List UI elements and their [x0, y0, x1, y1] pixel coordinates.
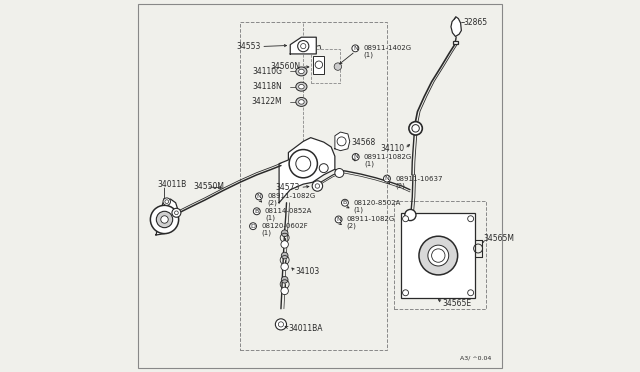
Circle shape [282, 230, 288, 237]
Polygon shape [451, 17, 461, 36]
Circle shape [468, 216, 474, 222]
Circle shape [275, 319, 287, 330]
Bar [453, 41, 458, 44]
Circle shape [428, 245, 449, 266]
Ellipse shape [296, 82, 307, 91]
Text: (1): (1) [364, 52, 374, 58]
Ellipse shape [296, 67, 307, 76]
Text: 34110G: 34110G [252, 67, 282, 76]
Text: 08911-1082G: 08911-1082G [267, 193, 316, 199]
Circle shape [282, 252, 288, 259]
Text: N: N [385, 176, 389, 181]
Text: (2): (2) [395, 182, 405, 189]
Text: (1): (1) [364, 160, 374, 167]
Text: 34565M: 34565M [484, 234, 515, 243]
Circle shape [312, 181, 323, 191]
Circle shape [163, 198, 170, 205]
Bar [310, 49, 340, 83]
Text: 34560N: 34560N [271, 62, 301, 71]
Text: B: B [343, 200, 347, 205]
Circle shape [405, 209, 416, 221]
Circle shape [150, 205, 179, 234]
Circle shape [419, 236, 458, 275]
Circle shape [334, 63, 342, 70]
Text: 08911-1402G: 08911-1402G [364, 45, 412, 51]
Ellipse shape [299, 84, 304, 89]
Polygon shape [291, 37, 316, 54]
Bar [314, 56, 324, 74]
Circle shape [161, 216, 168, 223]
Circle shape [409, 122, 422, 135]
Circle shape [403, 216, 408, 222]
Ellipse shape [299, 69, 304, 74]
Text: 08911-1082G: 08911-1082G [347, 217, 395, 222]
Text: N: N [257, 194, 261, 199]
Circle shape [468, 290, 474, 296]
Text: 08120-0602F: 08120-0602F [261, 223, 308, 229]
Text: 34568: 34568 [351, 138, 376, 147]
Text: N: N [353, 46, 358, 51]
Text: D: D [251, 224, 255, 229]
Text: 34103: 34103 [296, 267, 320, 276]
Polygon shape [335, 132, 349, 151]
Text: (1): (1) [353, 206, 363, 213]
Text: 34110: 34110 [380, 144, 404, 153]
Circle shape [289, 150, 317, 178]
Circle shape [282, 276, 288, 283]
Text: 08911-10637: 08911-10637 [395, 176, 443, 182]
Polygon shape [156, 199, 179, 235]
Circle shape [335, 169, 344, 177]
Text: 34122M: 34122M [252, 97, 282, 106]
Text: 08911-1082G: 08911-1082G [364, 154, 412, 160]
Text: (2): (2) [347, 223, 356, 230]
Bar [394, 201, 486, 309]
Ellipse shape [296, 97, 307, 106]
Text: 34553: 34553 [236, 42, 260, 51]
Bar [240, 22, 387, 350]
Polygon shape [279, 138, 335, 203]
Text: 32865: 32865 [463, 18, 488, 27]
Circle shape [281, 263, 289, 270]
Text: 34573: 34573 [275, 183, 300, 192]
Text: 34011B: 34011B [157, 180, 186, 189]
Text: 08114-0852A: 08114-0852A [265, 208, 312, 214]
Text: (1): (1) [265, 215, 275, 221]
Text: N: N [353, 154, 358, 160]
Text: 34118N: 34118N [252, 82, 282, 91]
Text: 34011BA: 34011BA [289, 324, 323, 333]
Circle shape [156, 211, 173, 228]
Ellipse shape [299, 100, 304, 104]
Text: 08120-8502A: 08120-8502A [353, 200, 401, 206]
Circle shape [172, 208, 181, 217]
Circle shape [403, 290, 408, 296]
Circle shape [298, 41, 309, 52]
Text: 34550M: 34550M [193, 182, 225, 190]
Text: (1): (1) [261, 230, 271, 236]
Circle shape [281, 241, 289, 248]
Text: 34565E: 34565E [443, 299, 472, 308]
Text: (2): (2) [267, 200, 277, 206]
Text: N: N [336, 217, 341, 222]
Text: A3/ ^0.04: A3/ ^0.04 [460, 356, 491, 361]
Bar [401, 213, 476, 298]
Text: B: B [255, 209, 259, 214]
Circle shape [281, 287, 289, 295]
